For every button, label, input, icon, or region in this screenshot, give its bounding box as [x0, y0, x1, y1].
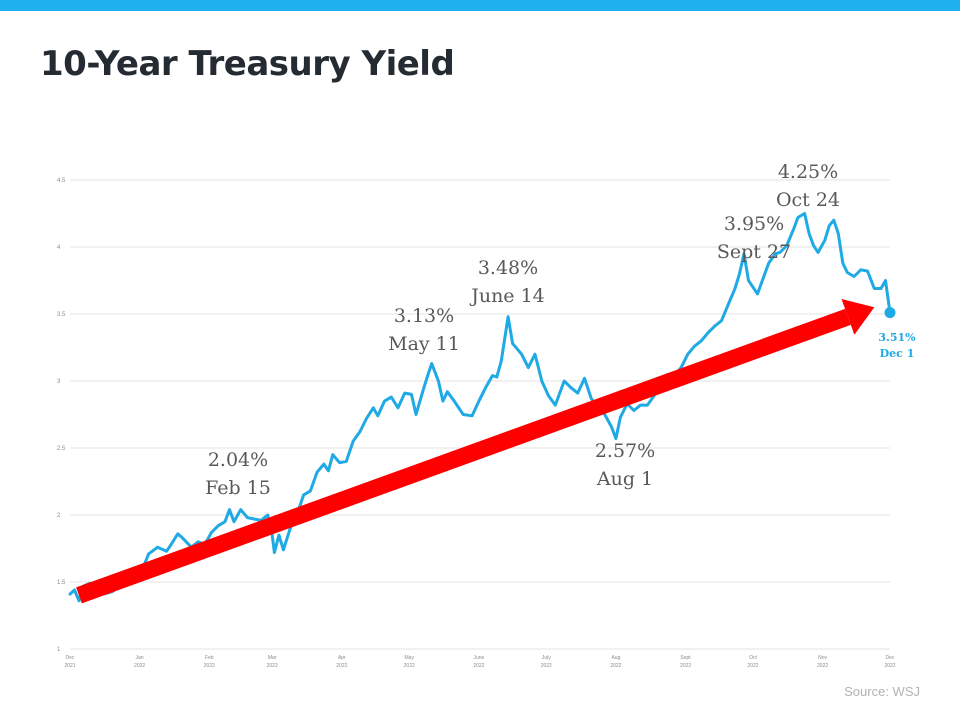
annotation-date: May 11: [388, 333, 460, 355]
x-tick-month: June: [473, 655, 484, 661]
x-tick-month: Apr: [338, 655, 346, 661]
y-tick-label: 2: [57, 513, 61, 519]
y-tick-label: 3: [57, 379, 61, 385]
x-tick-year: 2022: [817, 663, 828, 669]
x-tick-month: July: [542, 655, 551, 661]
annotation-layer: 2.04% Feb 15 3.13% May 11 3.48% June 14 2.57% A…: [205, 161, 916, 499]
annotation-value: 2.04%: [208, 449, 268, 471]
annotation-value: 4.25%: [778, 161, 838, 183]
x-tick-year: 2022: [747, 663, 758, 669]
annotation-date: Feb 15: [205, 477, 271, 499]
x-tick-year: 2022: [336, 663, 347, 669]
chart-title: 10-Year Treasury Yield: [40, 44, 455, 84]
grid-lines: [70, 179, 890, 650]
series-line: [68, 212, 892, 603]
x-tick-year: 2022: [404, 663, 415, 669]
series-layer: [68, 212, 892, 603]
annotation-value: 2.57%: [595, 440, 655, 462]
end-point-value: 3.51%: [878, 331, 916, 344]
x-tick-year: 2022: [134, 663, 145, 669]
axis-labels: 1 1.5 2 2.5 3 3.5 4 4.5 Dec 2021 Jan 2022 Feb 2022 Mar…: [57, 178, 896, 669]
x-tick-year: 2022: [473, 663, 484, 669]
trend-arrow-layer: [76, 299, 875, 604]
y-tick-label: 1.5: [57, 580, 66, 586]
trend-arrow-head: [841, 299, 875, 335]
annotation-date: Sept 27: [717, 241, 791, 263]
y-tick-label: 2.5: [57, 446, 66, 452]
top-accent-bar: [0, 0, 960, 11]
x-tick-year: 2021: [64, 663, 75, 669]
x-tick-month: May: [405, 655, 415, 661]
x-tick-month: Nov: [818, 655, 827, 661]
y-tick-label: 4.5: [57, 178, 66, 184]
x-tick-month: Mar: [268, 655, 277, 661]
annotation-value: 3.13%: [394, 305, 454, 327]
annotation-date: Oct 24: [776, 189, 840, 211]
end-point-marker: [884, 307, 896, 319]
x-tick-month: Sept: [680, 655, 691, 661]
annotation-value: 3.95%: [724, 213, 784, 235]
end-point-date: Dec 1: [880, 347, 915, 360]
x-tick-month: Aug: [611, 655, 620, 661]
source-note: Source: WSJ: [844, 684, 920, 699]
x-tick-year: 2022: [680, 663, 691, 669]
x-tick-month: Dec: [886, 655, 895, 661]
annotation-value: 3.48%: [478, 257, 538, 279]
x-tick-month: Dec: [66, 655, 75, 661]
x-tick-year: 2022: [884, 663, 895, 669]
y-tick-label: 1: [57, 647, 61, 653]
annotation-date: June 14: [469, 285, 545, 307]
annotation-date: Aug 1: [596, 468, 653, 490]
y-tick-label: 3.5: [57, 312, 66, 318]
x-tick-year: 2022: [204, 663, 215, 669]
y-tick-label: 4: [57, 245, 61, 251]
x-tick-month: Oct: [749, 655, 757, 661]
x-tick-year: 2022: [267, 663, 278, 669]
x-tick-year: 2022: [541, 663, 552, 669]
x-tick-year: 2022: [610, 663, 621, 669]
x-tick-month: Feb: [205, 655, 214, 661]
trend-arrow-shaft: [76, 308, 851, 604]
x-tick-month: Jan: [136, 655, 144, 661]
